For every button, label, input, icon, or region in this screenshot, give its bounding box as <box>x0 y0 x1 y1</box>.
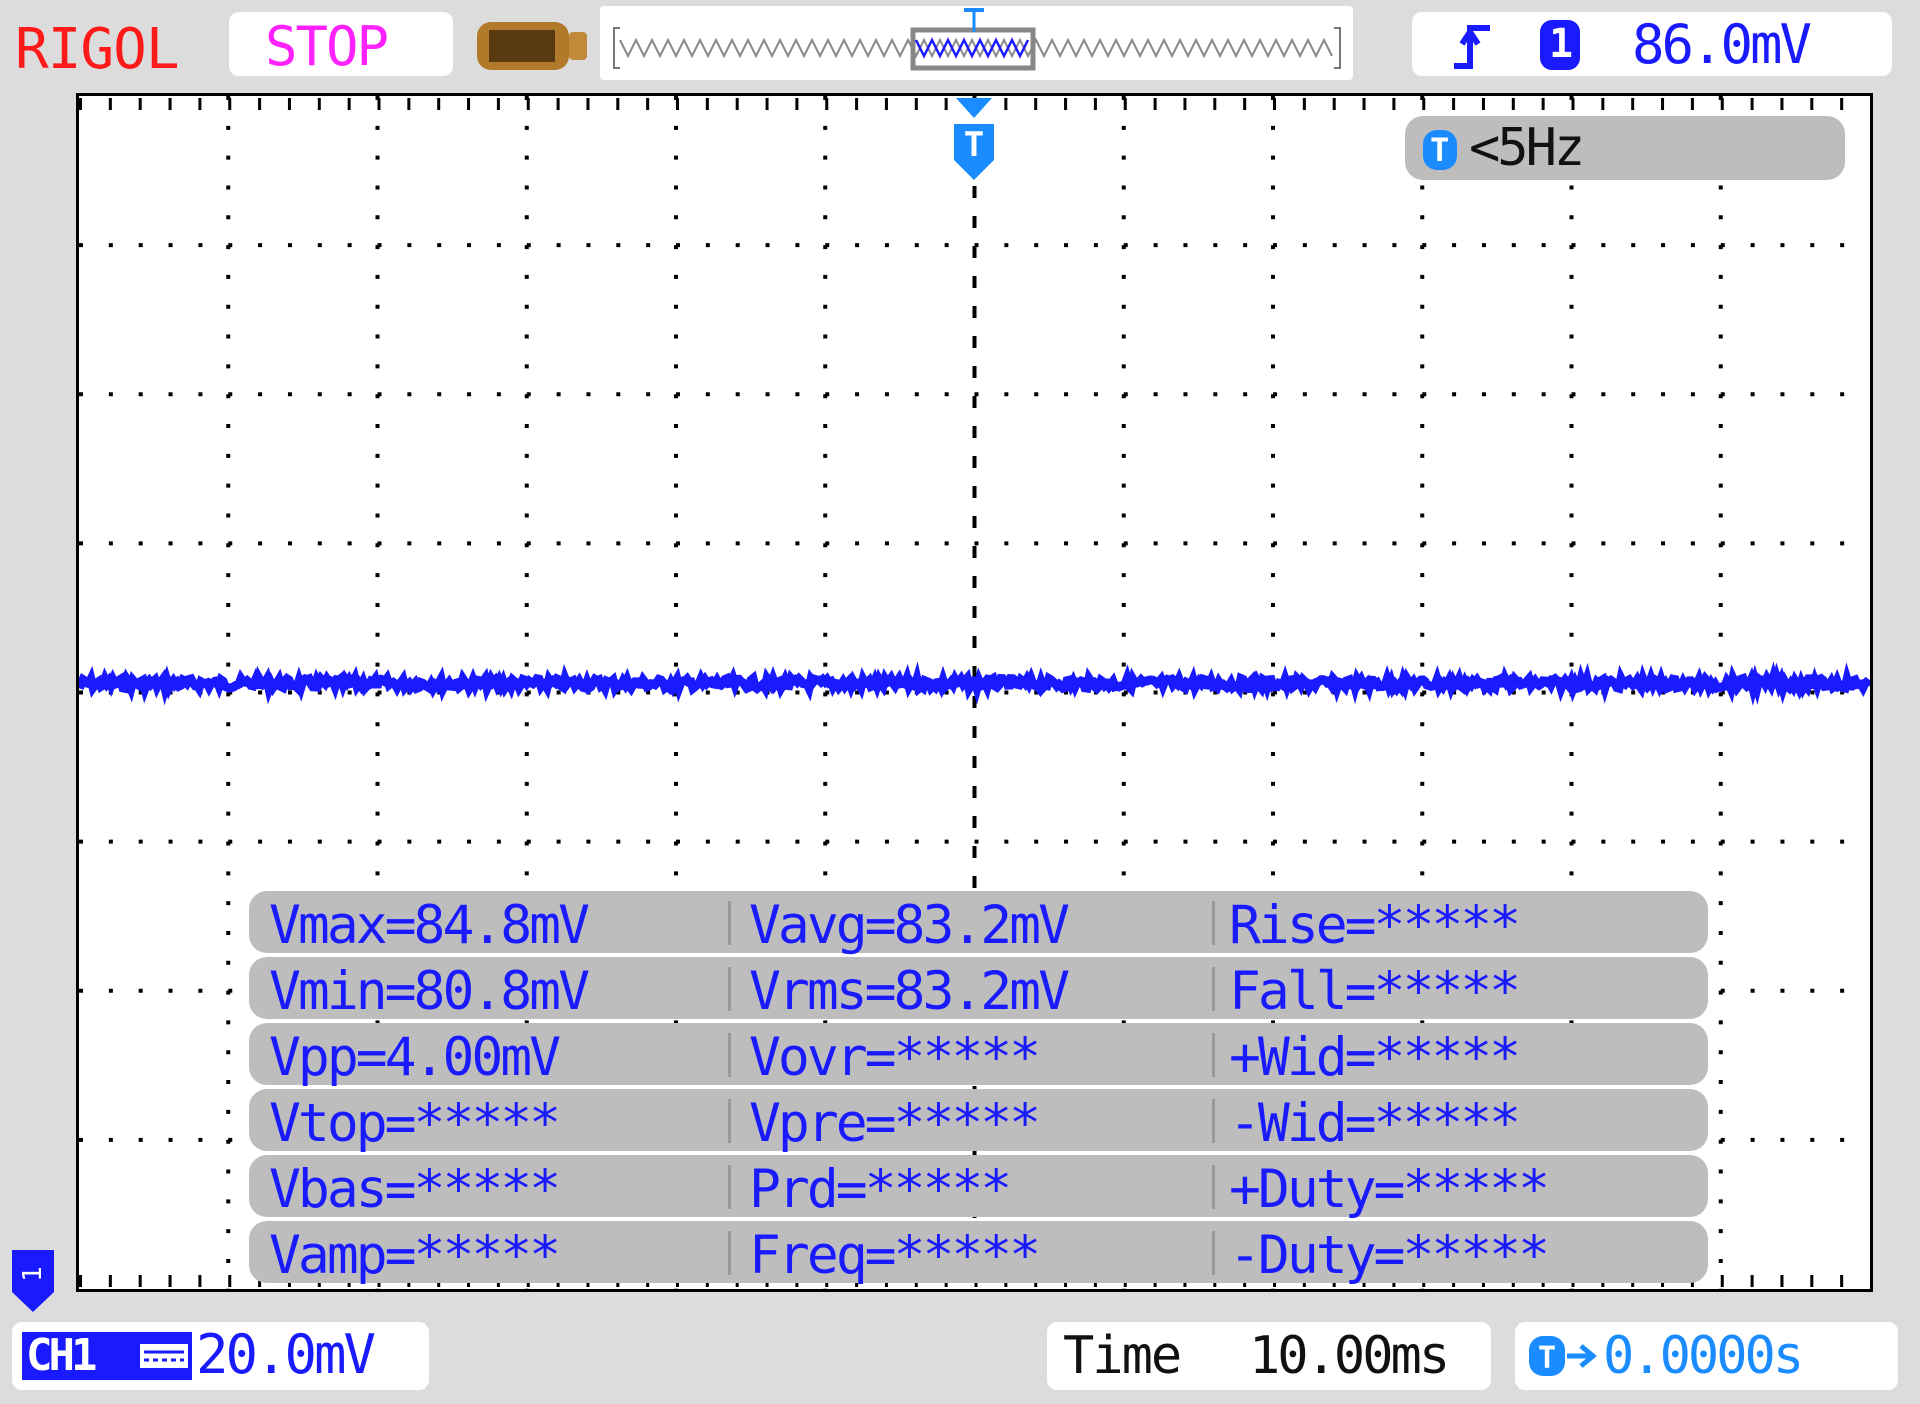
measurement-value: Vmax=84.8mV <box>269 895 590 956</box>
measurement-value: +Wid=***** <box>1229 1027 1521 1088</box>
rising-edge-icon <box>1454 25 1490 69</box>
measurement-value: Vtop=***** <box>269 1093 561 1154</box>
channel1-ground-marker[interactable]: 1 <box>10 1248 56 1314</box>
measurement-value: -Wid=***** <box>1229 1093 1521 1154</box>
measurement-value: Vovr=***** <box>749 1027 1041 1088</box>
column-divider <box>1212 1165 1215 1209</box>
trigger-marker-label: T <box>964 125 984 165</box>
column-divider <box>728 901 731 945</box>
trigger-offset-icon: T <box>1529 1336 1597 1376</box>
time-per-div: 10.00ms <box>1249 1326 1450 1386</box>
column-divider <box>1212 1099 1215 1143</box>
trigger-frequency-readout: T <5Hz <box>1405 116 1845 180</box>
measurement-value: Freq=***** <box>749 1225 1041 1286</box>
measurement-value: Vrms=83.2mV <box>749 961 1070 1022</box>
trigger-offset-value: 0.0000s <box>1603 1326 1804 1386</box>
measurement-row: Vmax=84.8mV Vavg=83.2mV Rise=***** <box>249 891 1708 953</box>
battery-icon <box>477 22 587 70</box>
measurement-value: Vavg=83.2mV <box>749 895 1070 956</box>
measurement-value: Vbas=***** <box>269 1159 561 1220</box>
measurement-value: +Duty=***** <box>1229 1159 1550 1220</box>
measurement-row: Vtop=***** Vpre=***** -Wid=***** <box>249 1089 1708 1151</box>
trigger-offset[interactable]: T 0.0000s <box>1515 1322 1898 1390</box>
trigger-source: 1 <box>1549 21 1574 67</box>
time-label: Time <box>1063 1326 1182 1386</box>
trigger-frequency: <5Hz <box>1469 118 1585 178</box>
measurement-value: Rise=***** <box>1229 895 1521 956</box>
trigger-t-icon: T <box>1423 130 1457 170</box>
column-divider <box>728 1231 731 1275</box>
column-divider <box>1212 1231 1215 1275</box>
column-divider <box>1212 967 1215 1011</box>
volts-per-div: 20.0mV <box>196 1323 376 1386</box>
column-divider <box>728 967 731 1011</box>
memory-trigger-marker <box>964 8 984 32</box>
memory-waveform-overview <box>613 8 1341 71</box>
channel-label: CH1 <box>26 1330 98 1381</box>
measurement-value: Prd=***** <box>749 1159 1012 1220</box>
trigger-position-marker[interactable]: T <box>950 96 998 186</box>
trigger-source-badge: 1 <box>1540 20 1580 70</box>
measurement-value: Vmin=80.8mV <box>269 961 590 1022</box>
brand-logo: RIGOL <box>15 17 180 82</box>
channel1-trace <box>76 661 1873 706</box>
run-state-badge: STOP <box>229 12 453 76</box>
channel1-badge: CH1 <box>22 1332 192 1380</box>
measurement-value: -Duty=***** <box>1229 1225 1550 1286</box>
column-divider <box>1212 1033 1215 1077</box>
measurement-row: Vamp=***** Freq=***** -Duty=***** <box>249 1221 1708 1283</box>
measurement-value: Vpp=4.00mV <box>269 1027 561 1088</box>
trigger-level: 86.0mV <box>1632 13 1812 76</box>
measurement-row: Vmin=80.8mV Vrms=83.2mV Fall=***** <box>249 957 1708 1019</box>
memory-depth-bar <box>600 6 1353 80</box>
dc-coupling-icon <box>140 1344 188 1368</box>
measurement-value: Vamp=***** <box>269 1225 561 1286</box>
measurement-value: Fall=***** <box>1229 961 1521 1022</box>
run-state-label: STOP <box>265 15 389 78</box>
measurement-row: Vbas=***** Prd=***** +Duty=***** <box>249 1155 1708 1217</box>
channel1-scale[interactable]: CH1 20.0mV <box>12 1322 429 1390</box>
measurement-value: Vpre=***** <box>749 1093 1041 1154</box>
channel-marker-label: 1 <box>18 1266 48 1282</box>
column-divider <box>728 1165 731 1209</box>
measurement-row: Vpp=4.00mV Vovr=***** +Wid=***** <box>249 1023 1708 1085</box>
column-divider <box>728 1099 731 1143</box>
column-divider <box>728 1033 731 1077</box>
trigger-status[interactable]: 1 86.0mV <box>1412 12 1892 76</box>
svg-text:T: T <box>1538 1341 1556 1376</box>
column-divider <box>1212 901 1215 945</box>
timebase[interactable]: Time 10.00ms <box>1047 1322 1491 1390</box>
